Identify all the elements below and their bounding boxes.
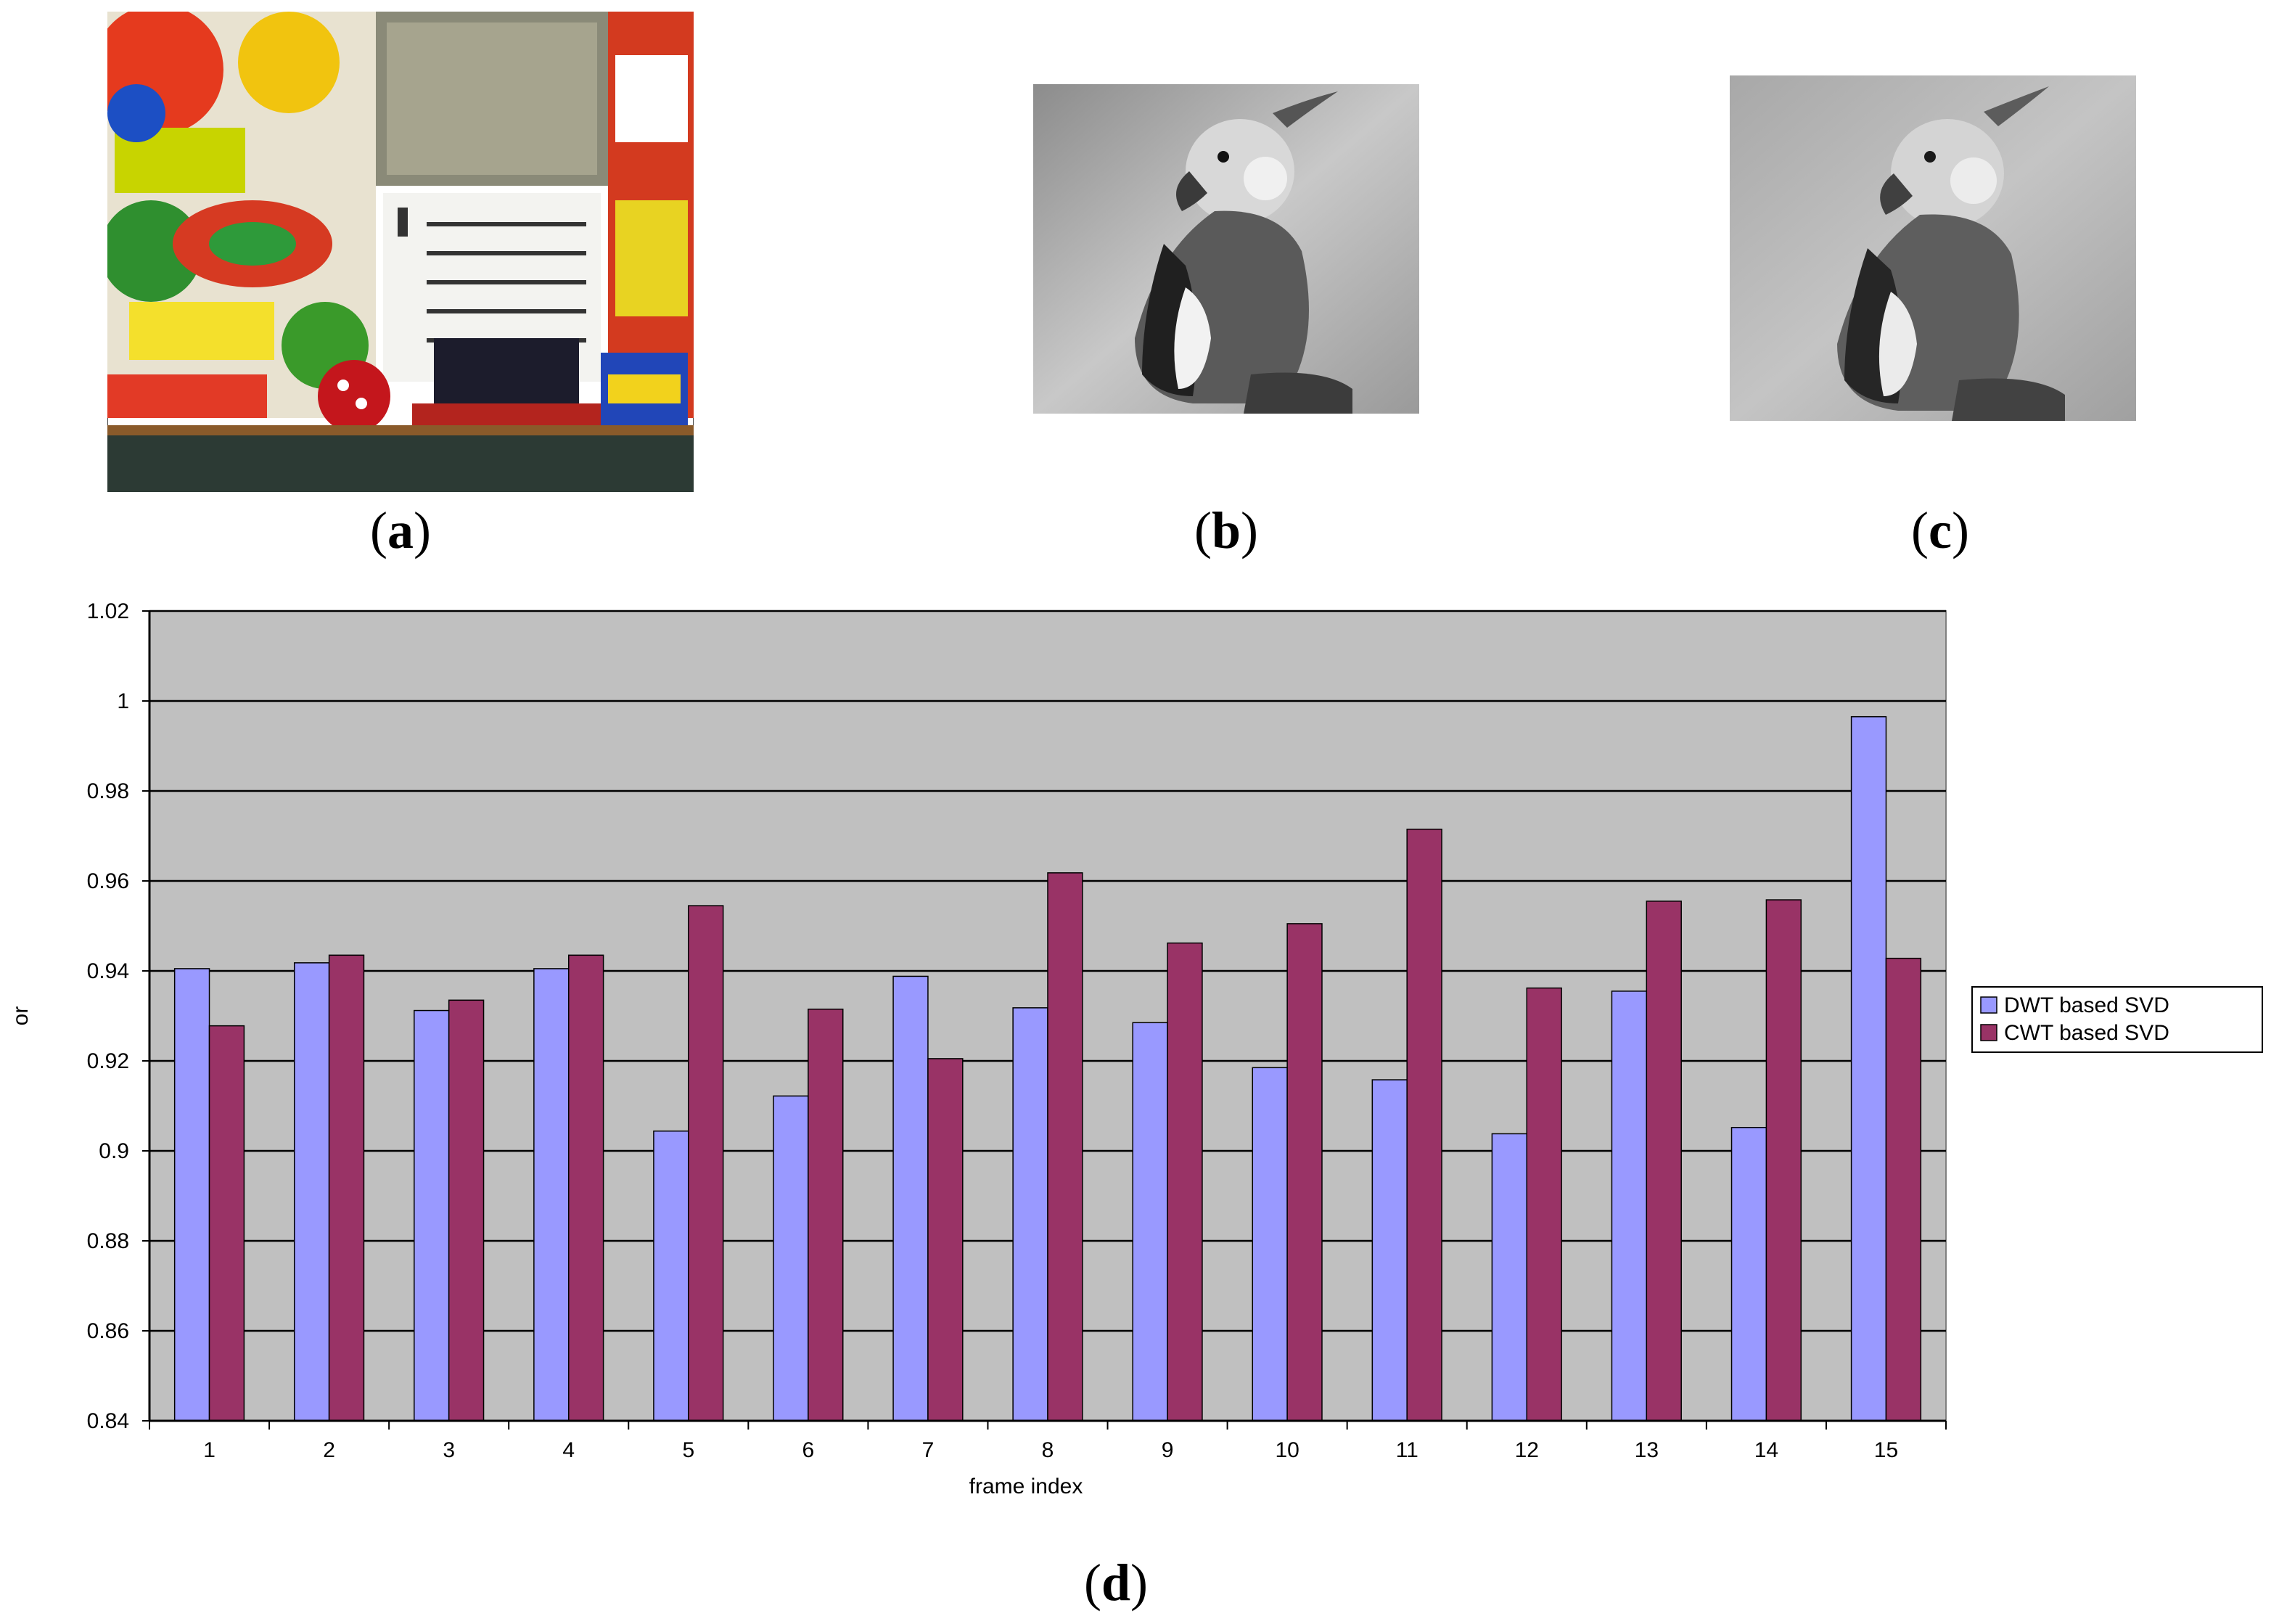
x-tick-label: 8 [1042,1438,1054,1462]
y-tick-label: 0.84 [87,1409,129,1433]
x-tick-label: 1 [203,1438,215,1462]
bar-cwt-2 [328,954,365,1422]
image-c [1730,75,2136,421]
x-tick-label: 7 [922,1438,935,1462]
y-tick-label: 0.96 [87,869,129,893]
bar-cwt-6 [808,1008,844,1422]
bar-cwt-10 [1286,923,1323,1422]
x-tick-label: 11 [1396,1438,1418,1462]
bars [173,715,1922,1422]
bar-cwt-3 [448,999,485,1422]
legend-label-cwt: CWT based SVD [2004,1021,2169,1045]
image-a-graphic [93,4,694,493]
y-tick-label: 0.94 [87,959,129,983]
x-axis-label: frame index [969,1475,1083,1498]
legend-swatch-dwt [1980,996,1997,1014]
x-tick-label: 5 [682,1438,694,1462]
legend-swatch-cwt [1980,1024,1997,1041]
x-tick-label: 3 [443,1438,455,1462]
x-tick-label: 9 [1162,1438,1174,1462]
legend: DWT based SVD CWT based SVD [1971,986,2263,1053]
x-tick-label: 6 [802,1438,815,1462]
bar-dwt-6 [773,1095,809,1422]
y-tick-label: 0.9 [99,1139,129,1163]
image-b-graphic [1033,84,1419,414]
bar-cwt-13 [1646,901,1682,1422]
bar-cwt-15 [1885,957,1922,1422]
caption-d: (d) [1083,1554,1148,1612]
y-tick-label: 0.92 [87,1049,129,1073]
bar-dwt-4 [533,968,570,1422]
bar-cwt-12 [1526,987,1562,1422]
x-tick-label: 13 [1635,1438,1659,1462]
bar-dwt-10 [1252,1067,1288,1422]
bar-dwt-15 [1850,715,1887,1422]
x-tick-label: 4 [562,1438,575,1462]
caption-b: (b) [1194,501,1258,559]
x-tick-label: 2 [323,1438,335,1462]
bar-cwt-8 [1047,872,1083,1422]
bar-dwt-11 [1371,1079,1408,1422]
bar-cwt-5 [688,905,724,1422]
bar-cwt-4 [567,954,604,1422]
x-tick-label: 15 [1874,1438,1898,1462]
bar-dwt-5 [653,1130,689,1422]
y-tick-label: 1 [117,689,129,713]
bar-dwt-2 [293,962,330,1422]
bar-cwt-1 [208,1025,245,1422]
axes [148,611,1946,1422]
x-tick-label: 12 [1515,1438,1539,1462]
y-tick-label: 0.98 [87,779,129,803]
y-tick-labels: 0.84 0.86 0.88 0.9 0.92 0.94 0.96 0.98 1 1.02 [87,599,129,1433]
bar-dwt-3 [414,1009,450,1422]
bar-cwt-14 [1765,899,1802,1422]
bar-cwt-11 [1406,828,1442,1422]
bar-dwt-1 [173,968,210,1422]
caption-a: (a) [370,501,431,559]
bar-dwt-8 [1012,1007,1048,1422]
bar-dwt-7 [892,975,929,1422]
image-a [93,4,694,493]
x-tick-labels: 1 2 3 4 5 6 7 8 9 10 11 12 13 14 15 [149,1421,1947,1462]
bar-cwt-9 [1167,942,1203,1422]
bar-dwt-12 [1491,1133,1528,1422]
image-b [1033,84,1419,414]
bar-dwt-9 [1132,1022,1168,1422]
bar-dwt-13 [1611,991,1648,1422]
bar-dwt-14 [1730,1127,1767,1422]
x-tick-label: 14 [1754,1438,1778,1462]
legend-box [1971,986,2263,1053]
bar-cwt-7 [927,1058,964,1422]
y-tick-label: 0.88 [87,1229,129,1253]
image-c-graphic [1730,75,2136,421]
y-tick-label: 1.02 [87,599,129,623]
y-tick-label: 0.86 [87,1319,129,1343]
caption-c: (c) [1911,501,1969,559]
legend-label-dwt: DWT based SVD [2004,993,2169,1017]
y-axis-label: or [9,1006,33,1026]
x-tick-label: 10 [1275,1438,1299,1462]
